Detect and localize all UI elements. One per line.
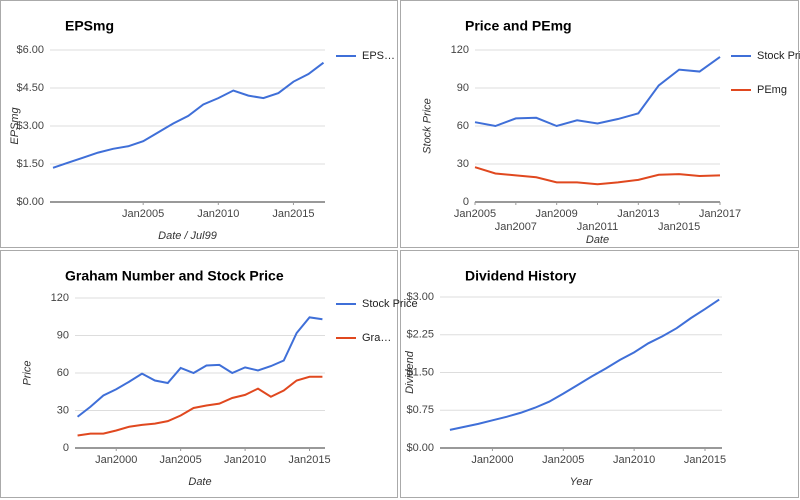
- x-tick-label: Jan2000: [471, 454, 513, 466]
- x-tick-label: Jan2000: [95, 454, 137, 466]
- chart-title: Graham Number and Stock Price: [65, 268, 284, 284]
- y-axis-title: Stock Price: [421, 98, 433, 154]
- series-line: [449, 298, 720, 431]
- x-axis-title: Date: [188, 476, 211, 488]
- y-tick-label: $3.00: [16, 120, 44, 132]
- y-tick-label: $0.00: [16, 196, 44, 208]
- chart-title: Dividend History: [465, 268, 576, 284]
- legend-label: Stock Price: [362, 298, 418, 310]
- x-tick-label: Jan2013: [617, 208, 659, 220]
- panel: [400, 0, 799, 248]
- y-tick-label: $0.75: [406, 404, 434, 416]
- x-axis-title: Year: [570, 476, 594, 488]
- x-tick-label: Jan2017: [699, 208, 741, 220]
- y-tick-label: $1.50: [406, 366, 434, 378]
- x-tick-label: Jan2007: [495, 221, 537, 233]
- series-line: [474, 166, 721, 186]
- y-tick-label: $6.00: [16, 44, 44, 56]
- legend-swatch: [336, 55, 356, 57]
- x-tick-label: Jan2015: [684, 454, 726, 466]
- legend-label: Stock Price: [757, 50, 800, 62]
- x-tick-label: Jan2010: [224, 454, 266, 466]
- panel: [400, 250, 799, 498]
- x-tick-label: Jan2015: [272, 208, 314, 220]
- legend-label: EPS…: [362, 50, 396, 62]
- y-axis-title: EPSmg: [9, 106, 21, 144]
- x-tick-label: Jan2005: [542, 454, 584, 466]
- legend-entry: Stock Price: [731, 49, 800, 63]
- x-tick-label: Jan2010: [613, 454, 655, 466]
- y-tick-label: 60: [57, 367, 69, 379]
- y-axis-title: Price: [21, 360, 33, 385]
- series-line: [474, 56, 721, 128]
- x-tick-label: Jan2010: [197, 208, 239, 220]
- y-tick-label: 30: [57, 404, 69, 416]
- x-axis-title: Date: [586, 234, 609, 246]
- panel: [0, 0, 398, 248]
- x-tick-label: Jan2005: [454, 208, 496, 220]
- y-tick-label: 90: [457, 82, 469, 94]
- y-tick-label: 120: [51, 292, 69, 304]
- y-tick-label: 90: [57, 329, 69, 341]
- y-tick-label: $4.50: [16, 82, 44, 94]
- series-line: [76, 316, 323, 418]
- y-tick-label: $2.25: [406, 329, 434, 341]
- series-line: [77, 375, 323, 437]
- legend-entry: PEmg: [731, 83, 800, 97]
- legend-entry: EPS…: [336, 49, 424, 63]
- y-axis-title: Dividend: [404, 350, 416, 394]
- x-tick-label: Jan2011: [577, 221, 618, 233]
- legend-swatch: [336, 337, 356, 339]
- y-tick-label: 0: [463, 196, 469, 208]
- y-tick-label: $0.00: [406, 442, 434, 454]
- x-tick-label: Jan2015: [288, 454, 330, 466]
- y-tick-label: 120: [451, 44, 469, 56]
- series-line: [52, 61, 325, 169]
- legend-swatch: [731, 55, 751, 57]
- x-tick-label: Jan2009: [536, 208, 578, 220]
- legend-label: PEmg: [757, 84, 787, 96]
- chart-title: Price and PEmg: [465, 18, 572, 34]
- legend-entry: Stock Price: [336, 297, 424, 311]
- y-tick-label: $3.00: [406, 291, 434, 303]
- panel: [0, 250, 398, 498]
- legend-swatch: [731, 89, 751, 91]
- x-axis-title: Date / Jul99: [158, 230, 217, 242]
- y-tick-label: $1.50: [16, 158, 44, 170]
- y-tick-label: 60: [457, 120, 469, 132]
- legend-swatch: [336, 303, 356, 305]
- legend-entry: Gra…: [336, 331, 424, 345]
- y-tick-label: 30: [457, 158, 469, 170]
- x-tick-label: Jan2015: [658, 221, 700, 233]
- chart-title: EPSmg: [65, 18, 114, 34]
- x-tick-label: Jan2005: [160, 454, 202, 466]
- x-tick-label: Jan2005: [122, 208, 164, 220]
- y-tick-label: 0: [63, 442, 69, 454]
- legend-label: Gra…: [362, 332, 392, 344]
